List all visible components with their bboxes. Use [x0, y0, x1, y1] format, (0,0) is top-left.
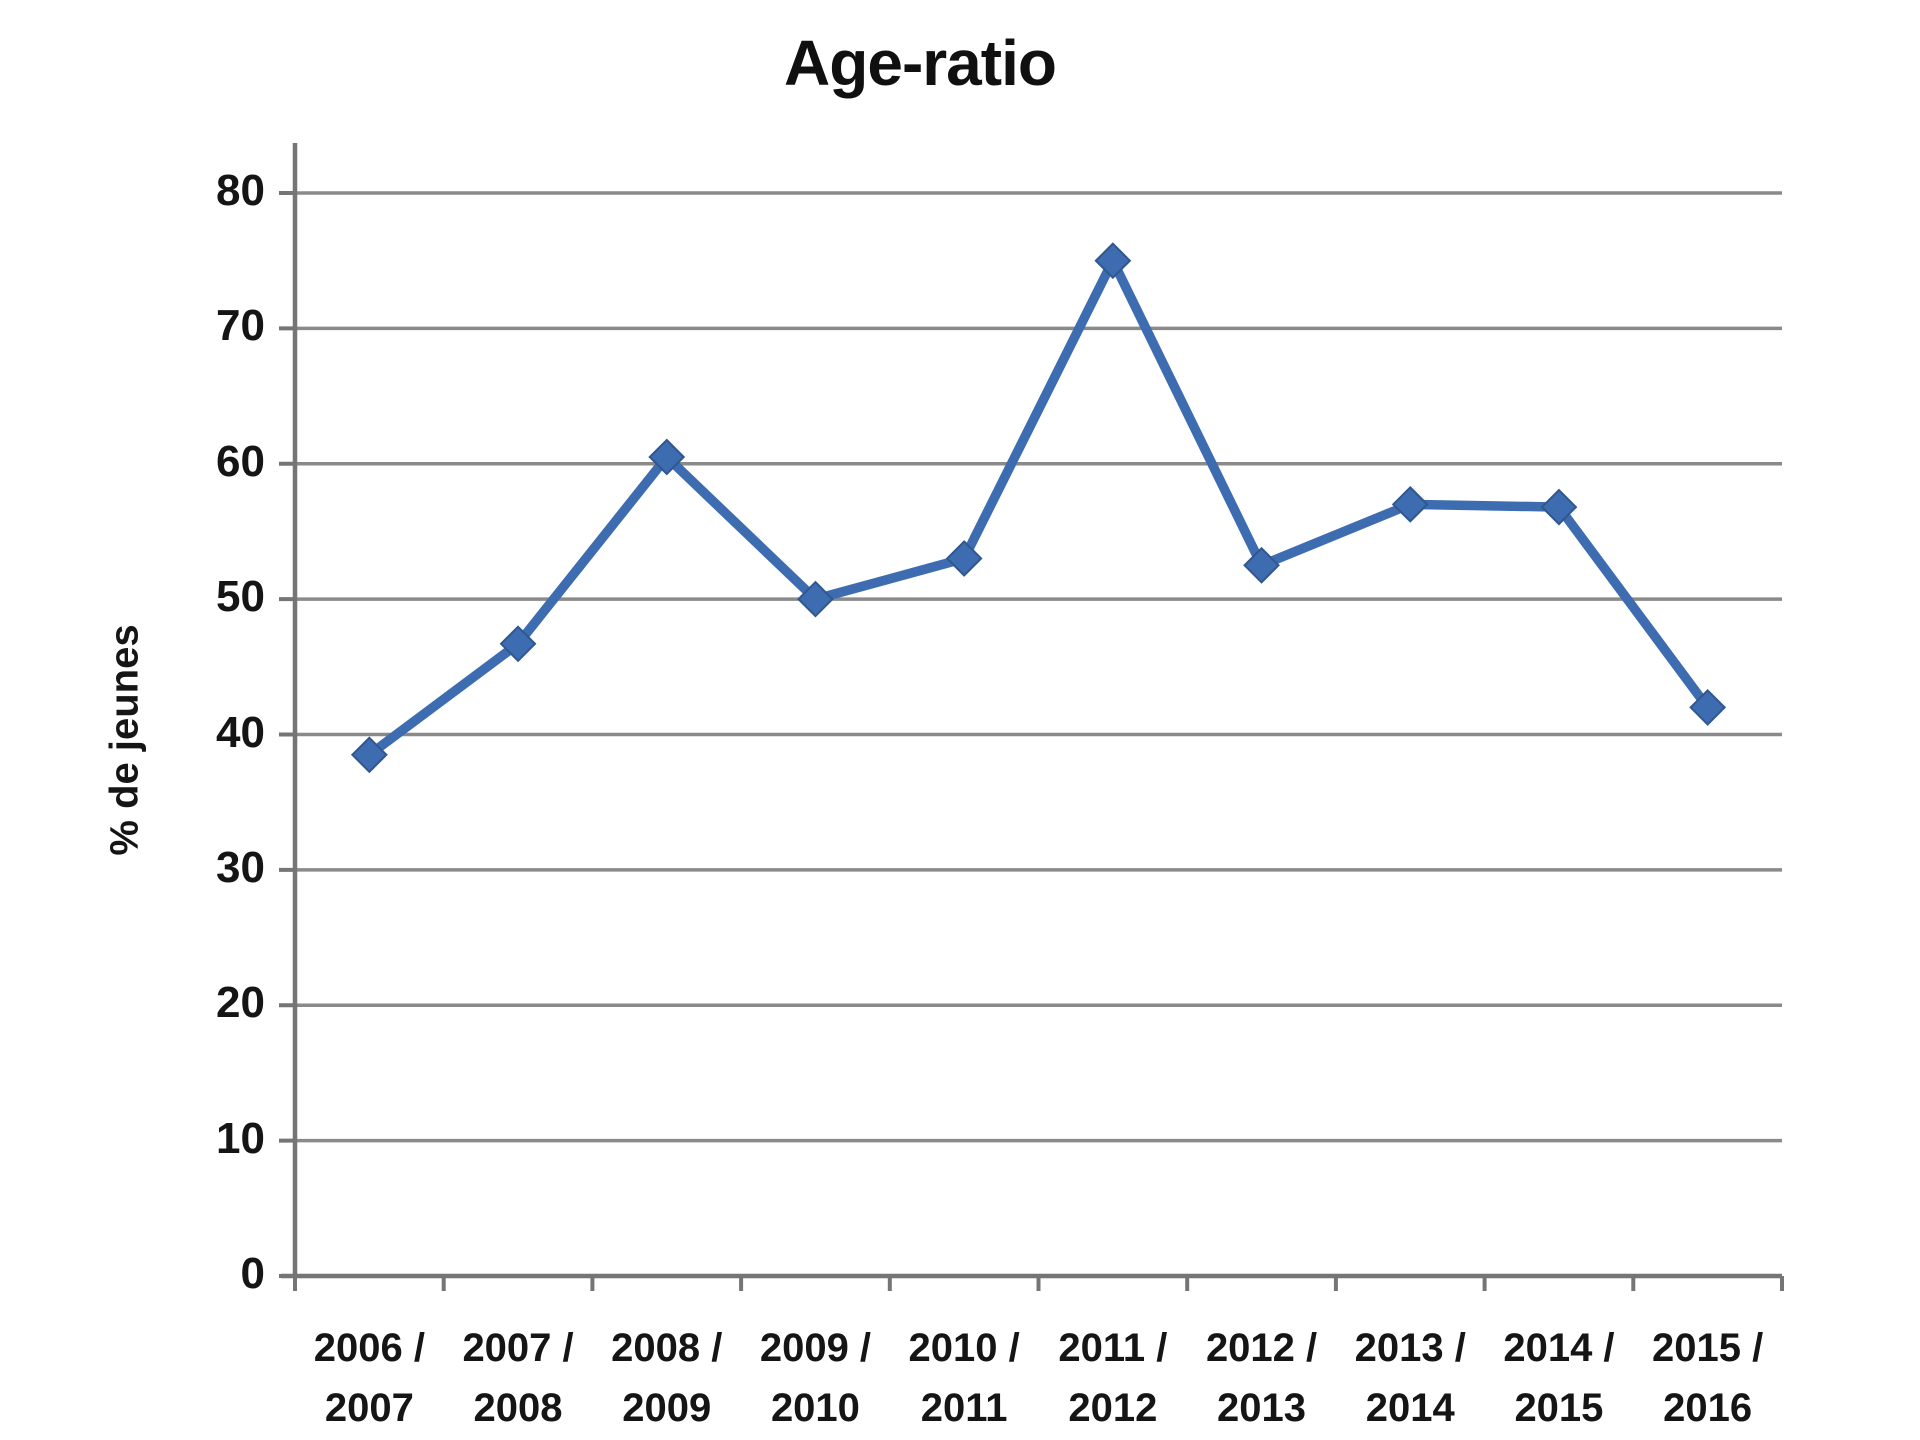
- x-tick-label-line2: 2008: [473, 1386, 563, 1430]
- y-tick-label-40: 40: [216, 707, 265, 757]
- data-point-2013/2014: [1391, 485, 1429, 523]
- data-point-2012/2013: [1243, 546, 1280, 584]
- x-tick-label-line1: 2012 /: [1205, 1326, 1318, 1370]
- x-tick-label-line2: 2015: [1514, 1386, 1604, 1430]
- x-tick-label-2010: 2009 / 2010: [760, 1318, 871, 1438]
- data-point-2015/2016: [1689, 689, 1727, 726]
- data-point-2009/2010: [797, 580, 834, 618]
- y-tick-label-80: 80: [216, 166, 265, 216]
- y-tick-label-60: 60: [216, 436, 265, 486]
- x-tick-label-line2: 2010: [770, 1386, 860, 1430]
- x-tick-label-line2: 2011: [920, 1386, 1008, 1430]
- x-tick-label-line1: 2006 /: [313, 1326, 425, 1370]
- x-tick-label-line1: 2010 /: [908, 1326, 1020, 1370]
- x-tick-label-2008: 2007 / 2008: [462, 1318, 573, 1438]
- data-point-2010/2011: [945, 540, 983, 577]
- x-tick-label-line2: 2009: [622, 1386, 712, 1430]
- y-tick-label-20: 20: [216, 978, 265, 1028]
- x-tick-label-line2: 2013: [1217, 1386, 1307, 1430]
- x-tick-label-2013: 2012 / 2013: [1206, 1318, 1317, 1438]
- x-tick-label-line2: 2014: [1365, 1386, 1455, 1430]
- x-tick-label-line1: 2009 /: [759, 1326, 872, 1370]
- x-tick-label-line1: 2008 /: [611, 1326, 723, 1370]
- x-tick-label-line1: 2011 /: [1058, 1326, 1168, 1370]
- y-tick-label-70: 70: [216, 301, 265, 351]
- data-point-2006/2007: [350, 736, 388, 774]
- x-tick-label-line1: 2007 /: [462, 1326, 574, 1370]
- data-point-2014/2015: [1540, 488, 1578, 526]
- x-tick-label-line1: 2015 /: [1652, 1326, 1764, 1370]
- data-point-2008/2009: [648, 438, 686, 476]
- x-tick-label-2009: 2008 / 2009: [611, 1318, 722, 1438]
- x-tick-label-2012: 2011 / 2012: [1058, 1318, 1167, 1438]
- x-tick-label-2014: 2013 / 2014: [1355, 1318, 1466, 1438]
- x-tick-label-line2: 2012: [1068, 1386, 1158, 1430]
- data-point-2011/2012: [1094, 242, 1132, 280]
- y-tick-label-0: 0: [240, 1249, 265, 1299]
- y-tick-label-10: 10: [216, 1113, 265, 1163]
- x-tick-label-2007: 2006 / 2007: [314, 1318, 425, 1438]
- x-tick-label-line1: 2013 /: [1354, 1326, 1466, 1370]
- x-tick-label-2011: 2010 / 2011: [909, 1318, 1020, 1438]
- x-tick-label-line1: 2014 /: [1503, 1326, 1615, 1370]
- y-tick-label-30: 30: [216, 843, 265, 893]
- x-tick-label-line2: 2016: [1663, 1386, 1753, 1430]
- x-tick-label-line2: 2007: [324, 1386, 414, 1430]
- data-point-2007/2008: [499, 625, 537, 663]
- chart-title: Age-ratio: [784, 27, 1057, 99]
- x-tick-label-2015: 2014 / 2015: [1503, 1318, 1614, 1438]
- x-tick-label-2016: 2015 / 2016: [1652, 1318, 1763, 1438]
- y-tick-label-50: 50: [216, 572, 265, 622]
- series-line-0: [364, 255, 1713, 760]
